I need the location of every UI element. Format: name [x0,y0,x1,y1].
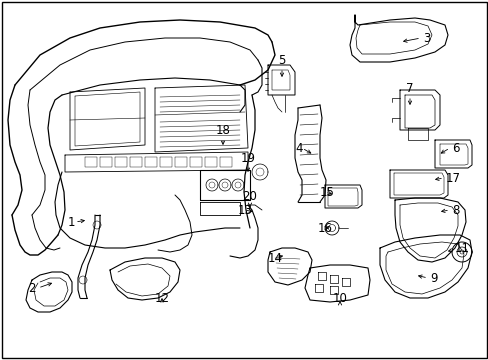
Text: 17: 17 [445,171,460,184]
Text: 6: 6 [451,141,459,154]
Text: 13: 13 [238,203,252,216]
Text: 11: 11 [454,242,469,255]
Text: 7: 7 [406,81,413,94]
Text: 12: 12 [154,292,169,305]
Text: 19: 19 [240,152,255,165]
Text: 14: 14 [267,252,283,265]
Text: 8: 8 [451,203,458,216]
Text: 10: 10 [332,292,347,305]
Text: 15: 15 [319,185,334,198]
Text: 2: 2 [28,282,36,294]
Text: 18: 18 [215,123,230,136]
Text: 16: 16 [317,221,332,234]
Text: 1: 1 [68,216,75,229]
Text: 5: 5 [278,54,285,67]
Text: 3: 3 [422,31,429,45]
Text: 4: 4 [294,141,302,154]
Text: 9: 9 [429,271,437,284]
Text: 20: 20 [242,189,257,202]
